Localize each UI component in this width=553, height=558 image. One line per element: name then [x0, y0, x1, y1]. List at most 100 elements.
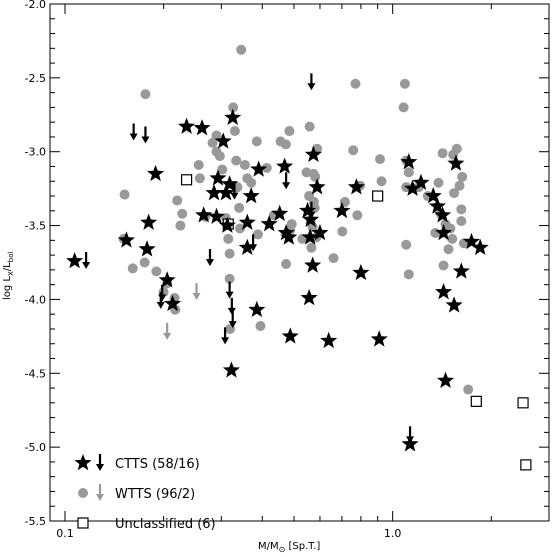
- wtts-circle-point: [401, 239, 412, 250]
- wtts-circle-point: [175, 220, 186, 231]
- wtts-circle-point: [193, 160, 204, 171]
- ctts-star-point: [271, 204, 289, 222]
- ctts-star-point: [424, 187, 442, 204]
- legend-item: Unclassified (6): [77, 517, 216, 532]
- y-tick-label: -2.0: [25, 0, 46, 11]
- ctts-star-point: [66, 252, 84, 269]
- axis-ticks: [49, 3, 550, 522]
- wtts-circle-point: [229, 126, 240, 137]
- ctts-star-point: [280, 228, 298, 245]
- legend-item: WTTS (96/2): [78, 484, 195, 502]
- ctts-star-point: [238, 213, 256, 230]
- arrow-head: [82, 262, 91, 270]
- ctts-star-point: [333, 201, 351, 219]
- upper-limit-arrow: [221, 327, 230, 345]
- y-tick-label: -2.5: [25, 72, 46, 85]
- wtts-circle-point: [463, 384, 474, 395]
- wtts-circle-point: [127, 263, 138, 274]
- ctts-star-point: [147, 164, 165, 182]
- arrow-head: [307, 83, 316, 91]
- ctts-star-point: [302, 210, 320, 227]
- arrow-head: [96, 494, 104, 501]
- arrow-head: [156, 301, 165, 309]
- ctts-star-point: [304, 256, 322, 273]
- ctts-star-point: [214, 132, 232, 149]
- unclassified-square-point: [520, 459, 532, 471]
- arrow-head: [282, 182, 291, 190]
- wtts-circle-point: [284, 126, 295, 137]
- wtts-circle-point: [433, 177, 444, 188]
- wtts-circle-point: [207, 137, 218, 148]
- wtts-circle-point: [251, 136, 262, 147]
- wtts-circle-point: [194, 173, 205, 184]
- ctts-star-point: [158, 271, 176, 288]
- wtts-circle-point: [352, 210, 363, 221]
- ctts-star-point: [195, 206, 213, 223]
- legend-item: CTTS (58/16): [74, 454, 200, 472]
- ctts-star-point: [301, 228, 319, 245]
- unclassified-square-point: [372, 190, 384, 202]
- legend-arrow-icon: [96, 484, 104, 501]
- wtts-circle-point: [217, 164, 228, 175]
- ctts-star-point: [428, 197, 447, 214]
- wtts-circle-point: [177, 208, 188, 219]
- ctts-star-point: [435, 223, 453, 241]
- axis-tick-labels: -2.0 -2.5 -3.0 -3.5 -4.0 -4.5 -5.0 -5.5 0.1 1.0: [25, 0, 402, 540]
- wtts-circle-point: [449, 188, 460, 199]
- wtts-circle-point: [328, 253, 339, 264]
- wtts-circle-point: [252, 229, 263, 240]
- ctts-star-point: [205, 184, 223, 201]
- ctts-star-point: [370, 330, 388, 347]
- wtts-circle-point: [456, 204, 467, 215]
- y-tick-label: -4.5: [25, 367, 46, 380]
- ctts-star-point: [193, 119, 211, 136]
- ctts-star-point: [471, 238, 489, 256]
- ctts-star-point: [403, 179, 422, 196]
- y-tick-label: -4.0: [25, 293, 46, 306]
- wtts-circle-point: [399, 78, 410, 89]
- arrow-head: [221, 337, 230, 345]
- ctts-star-point: [436, 371, 455, 388]
- ctts-star-point: [276, 157, 294, 174]
- wtts-circle-point: [239, 160, 250, 171]
- y-tick-label: -3.0: [25, 146, 46, 159]
- wtts-circle-point: [403, 167, 414, 178]
- wtts-circle-point: [281, 258, 292, 269]
- unclassified-square-point: [180, 174, 193, 186]
- wtts-circle-point: [310, 171, 321, 182]
- ctts-star-point: [308, 178, 326, 195]
- upper-limit-arrow: [205, 249, 214, 267]
- arrow-head: [129, 133, 138, 141]
- ctts-star-point: [401, 435, 419, 452]
- ctts-star-point: [260, 215, 278, 232]
- ctts-star-point: [209, 169, 227, 186]
- legend: CTTS (58/16) WTTS (96/2) Unclassified (6): [74, 454, 216, 532]
- wtts-circle-point: [261, 162, 272, 173]
- y-tick-label: -5.5: [25, 515, 46, 528]
- wtts-circle-point: [375, 154, 386, 165]
- ctts-star-point: [281, 327, 299, 344]
- wtts-circle-point: [398, 102, 409, 113]
- wtts-circle-point: [403, 269, 414, 280]
- wtts-circle-point: [140, 89, 151, 100]
- wtts-circle-point: [348, 145, 359, 156]
- legend-label: WTTS (96/2): [115, 487, 195, 502]
- wtts-circle-point: [255, 321, 266, 332]
- arrow-head: [96, 464, 104, 471]
- wtts-circle-point: [306, 242, 317, 253]
- x-tick-label: 1.0: [384, 527, 402, 540]
- ctts-star-point: [277, 223, 295, 241]
- wtts-circle-point: [286, 219, 297, 230]
- wtts-circle-point: [234, 202, 245, 213]
- ctts-star-point: [320, 331, 338, 349]
- ctts-star-point: [74, 454, 92, 471]
- upper-limit-arrow: [282, 172, 291, 190]
- wtts-circle-point: [236, 44, 247, 55]
- wtts-circle-point: [437, 148, 448, 159]
- arrow-head: [205, 259, 214, 267]
- wtts-circle-point: [139, 257, 150, 268]
- ctts-star-point: [412, 173, 430, 191]
- ctts-star-point: [435, 283, 453, 300]
- ctts-star-point: [207, 207, 226, 224]
- upper-limit-arrow: [192, 283, 201, 301]
